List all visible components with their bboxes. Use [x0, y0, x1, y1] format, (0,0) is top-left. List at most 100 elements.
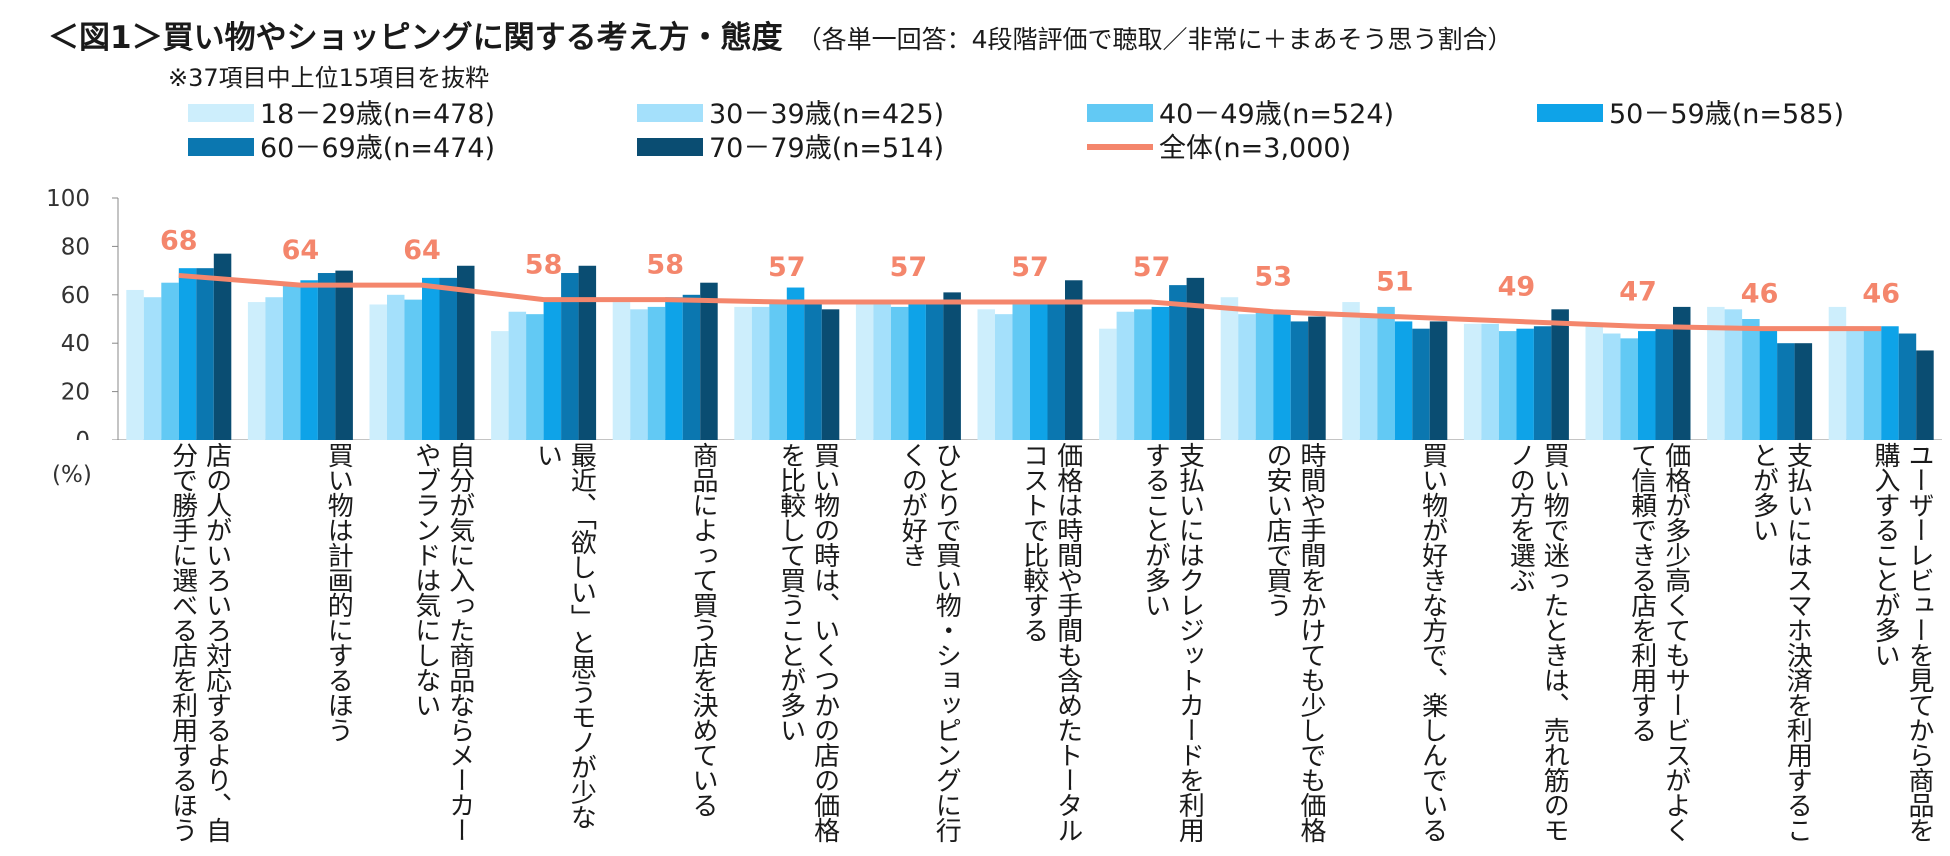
total-line [178, 272, 1882, 332]
bar [647, 306, 666, 440]
total-series-line [178, 272, 1882, 332]
bar [1412, 328, 1430, 440]
legend-item: 50－59歳(n=585) [1537, 100, 1844, 130]
bar [1533, 326, 1552, 440]
bar [178, 268, 197, 440]
bar [1707, 306, 1725, 440]
bar [821, 309, 840, 440]
category-label: 買い物で迷ったときは、売れ筋のモノの方を選ぶ [1505, 442, 1570, 842]
bar [161, 282, 179, 440]
bar [282, 285, 301, 440]
y-tick-label: 60 [61, 283, 90, 309]
bar [873, 299, 891, 440]
bar [1463, 323, 1482, 440]
bar [300, 280, 318, 440]
legend-item: 40－49歳(n=524) [1087, 100, 1394, 130]
bar [925, 302, 944, 440]
chart-note: ※37項目中上位15項目を抜粋 [168, 64, 490, 92]
bar [1308, 316, 1326, 440]
bar [734, 306, 752, 440]
bar [630, 309, 648, 440]
data-label: 46 [1862, 279, 1900, 310]
bar [369, 304, 387, 440]
data-label: 58 [525, 250, 563, 281]
bar [387, 294, 405, 440]
bar [1255, 311, 1274, 440]
category-label: 店の人がいろいろ対応するより、自分で勝手に選べる店を利用するほう [167, 442, 232, 842]
bar [612, 302, 631, 440]
bar [422, 277, 440, 440]
bar [213, 253, 232, 440]
bar [265, 297, 283, 440]
data-label: 47 [1619, 276, 1657, 307]
legend-swatch [1087, 104, 1153, 122]
data-label: 57 [1133, 252, 1171, 283]
bar [1273, 314, 1291, 440]
bar [1828, 306, 1847, 440]
bar [665, 297, 683, 440]
bar [1898, 333, 1917, 440]
bar [578, 265, 597, 440]
bar [1377, 306, 1395, 440]
category-label: 買い物は計画的にするほう [323, 442, 354, 742]
chart-subtitle: （各単一回答：4段階評価で聴取／非常に＋まあそう思う割合） [796, 25, 1513, 54]
legend-item-total: 全体(n=3,000) [1087, 133, 1351, 164]
bar [1585, 326, 1603, 440]
bar [1603, 333, 1621, 440]
bar [943, 292, 961, 440]
category-label: 価格が多少高くてもサービスがよくて信頼できる店を利用する [1626, 442, 1691, 842]
bar [1724, 309, 1743, 440]
bar [335, 270, 353, 440]
data-label: 53 [1254, 262, 1292, 293]
data-labels: 68 64 64 58 58 57 57 57 57 53 51 49 47 46 46 [160, 225, 1900, 309]
legend-item: 18－29歳(n=478) [188, 100, 495, 130]
bar [143, 297, 162, 440]
category-label: 時間や手間をかけても少しでも価格の安い店で買う [1261, 442, 1326, 842]
bar [1916, 350, 1934, 440]
category-label: 価格は時間や手間も含めたトータルコストで比較する [1018, 442, 1083, 842]
legend-label: 40－49歳(n=524) [1159, 100, 1394, 130]
data-label: 68 [160, 225, 198, 256]
bar [1047, 302, 1065, 440]
category-label: 買い物の時は、いくつかの店の価格を比較して買うことが多い [775, 442, 840, 842]
bar [1065, 280, 1083, 440]
y-unit-label: (%) [52, 462, 92, 488]
bar [561, 273, 579, 440]
legend-item: 60－69歳(n=474) [188, 133, 495, 164]
bars [126, 253, 1934, 440]
data-label: 64 [282, 235, 320, 266]
legend-swatch [637, 138, 703, 156]
bar [457, 265, 475, 440]
bar [1516, 328, 1534, 440]
data-label: 51 [1376, 267, 1414, 298]
bar [855, 304, 874, 440]
bar [196, 268, 214, 440]
legend-label: 50－59歳(n=585) [1609, 100, 1844, 130]
data-label: 57 [890, 252, 928, 283]
bar [1777, 343, 1795, 440]
bar [1551, 309, 1569, 440]
data-label: 64 [403, 235, 441, 266]
bar [751, 306, 770, 440]
chart-title: ＜図1＞買い物やショッピングに関する考え方・態度 [48, 20, 783, 56]
data-label: 58 [646, 250, 684, 281]
data-label: 49 [1498, 271, 1536, 302]
y-tick-label: 100 [46, 186, 90, 212]
legend-swatch [188, 138, 254, 156]
bar [1012, 302, 1030, 440]
bar [1186, 277, 1205, 440]
bar [769, 302, 787, 440]
chart-area: 18－29歳(n=478) 30－39歳(n=425) 40－49歳(n=524) 5… [46, 100, 1942, 440]
legend-label: 全体(n=3,000) [1159, 133, 1351, 164]
bar [995, 314, 1013, 440]
bar [126, 289, 144, 440]
bar [908, 304, 926, 440]
bar [317, 273, 336, 440]
bar [1169, 285, 1187, 440]
category-label: 自分が気に入った商品ならメーカーやブランドは気にしない [410, 442, 475, 842]
bar [1498, 331, 1517, 440]
data-label: 57 [768, 252, 806, 283]
bar [804, 304, 822, 440]
bar [1881, 326, 1899, 440]
bar [508, 311, 527, 440]
